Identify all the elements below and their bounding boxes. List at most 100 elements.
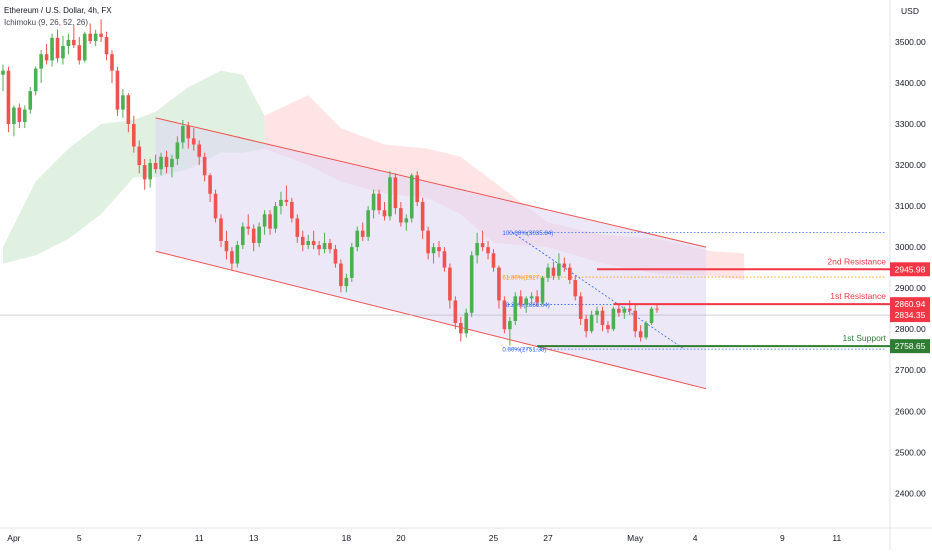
candle-body: [61, 46, 65, 59]
candle-body: [197, 144, 201, 157]
x-tick-label: 11: [195, 533, 204, 543]
candle-body: [93, 33, 98, 42]
candle-body: [1, 70, 5, 75]
candle-body: [72, 39, 76, 46]
candle-body: [480, 243, 485, 248]
candle-body: [611, 308, 616, 330]
y-tick-label: 2900.00: [895, 283, 926, 293]
candle-body: [268, 214, 272, 229]
candle-body: [273, 206, 278, 229]
candle-body: [486, 247, 490, 254]
candle-body: [17, 107, 22, 122]
candle-body: [88, 33, 92, 42]
candle-body: [202, 156, 207, 176]
candle-body: [333, 249, 338, 264]
candle-body: [529, 296, 534, 299]
candle-body: [573, 279, 578, 297]
y-tick-label: 3200.00: [895, 160, 926, 170]
candle-body: [306, 240, 310, 246]
candle-body: [164, 156, 169, 168]
candle-body: [562, 263, 567, 268]
price-tag-bg: [890, 297, 930, 312]
x-tick-label: 27: [543, 533, 553, 543]
candle-body: [420, 201, 425, 231]
price-tag-bg: [890, 262, 930, 277]
fib-level-label: 0.00%(2751.38): [502, 347, 546, 354]
candle-body: [12, 107, 16, 125]
candle-body: [540, 277, 545, 303]
candle-body: [241, 226, 245, 246]
candle-body: [404, 218, 409, 223]
y-tick-label: 3500.00: [895, 37, 926, 47]
candle-body: [431, 247, 436, 254]
candle-body: [366, 210, 370, 237]
fib-level-label: 100.00%(3035.84): [502, 230, 553, 237]
candle-body: [317, 245, 321, 250]
candle-body: [39, 54, 43, 69]
candle-body: [44, 54, 49, 61]
candle-body: [469, 255, 474, 313]
candle-body: [28, 91, 33, 110]
y-tick-label: 2800.00: [895, 324, 926, 334]
level-name-label: 1st Resistance: [830, 291, 886, 301]
candle-body: [409, 175, 414, 219]
level-name-label: 1st Support: [843, 333, 887, 343]
candle-body: [186, 126, 191, 139]
level-name-label: 2nd Resistance: [827, 256, 886, 266]
candle-body: [191, 138, 196, 145]
candle-body: [170, 158, 174, 168]
y-tick-label: 3000.00: [895, 242, 926, 252]
candle-body: [415, 175, 419, 202]
currency-label[interactable]: USD: [901, 6, 919, 16]
candle-body: [208, 175, 212, 194]
candle-body: [546, 267, 550, 278]
y-tick-label: 3300.00: [895, 119, 926, 129]
candle-body: [502, 300, 507, 330]
candle-body: [126, 95, 131, 125]
price-tag-bg: [890, 339, 930, 354]
candle-body: [475, 243, 479, 256]
x-tick-label: 13: [249, 533, 259, 543]
candle-body: [311, 240, 316, 246]
candle-body: [181, 126, 185, 143]
candle-body: [464, 312, 469, 334]
x-tick-label: Apr: [7, 533, 20, 543]
candle-body: [159, 156, 163, 170]
current-price-tag-bg: [890, 308, 930, 323]
candle-body: [622, 308, 627, 313]
candle-body: [132, 124, 136, 147]
candle-body: [77, 45, 82, 61]
candle-body: [115, 70, 120, 110]
candle-body: [251, 228, 256, 244]
x-tick-label: 11: [832, 533, 841, 543]
candle-body: [104, 37, 109, 55]
candle-body: [617, 308, 621, 313]
candle-body: [224, 240, 229, 252]
indicator-legend[interactable]: Ichimoku (9, 26, 52, 26): [4, 18, 89, 27]
candle-body: [578, 296, 583, 319]
candle-body: [497, 267, 501, 301]
symbol-title[interactable]: Ethereum / U.S. Dollar, 4h, FX: [4, 6, 112, 15]
x-tick-label: May: [627, 533, 644, 543]
candle-body: [142, 165, 147, 180]
candle-body: [459, 323, 463, 334]
x-tick-label: 4: [693, 533, 698, 543]
candle-body: [246, 226, 251, 229]
candle-body: [393, 177, 398, 209]
candle-body: [508, 320, 512, 330]
candle-body: [360, 230, 365, 237]
candle-body: [121, 95, 125, 110]
candle-body: [344, 277, 349, 287]
candle-body: [568, 267, 572, 280]
candle-body: [235, 245, 240, 264]
candle-body: [453, 300, 458, 324]
candle-body: [382, 210, 387, 217]
candle-body: [55, 37, 60, 59]
candle-body: [655, 308, 659, 310]
candle-body: [322, 243, 327, 250]
ichimoku-cloud-bullish: [3, 70, 265, 264]
x-tick-label: 9: [780, 533, 785, 543]
candle-body: [339, 263, 343, 287]
candle-body: [589, 314, 594, 332]
